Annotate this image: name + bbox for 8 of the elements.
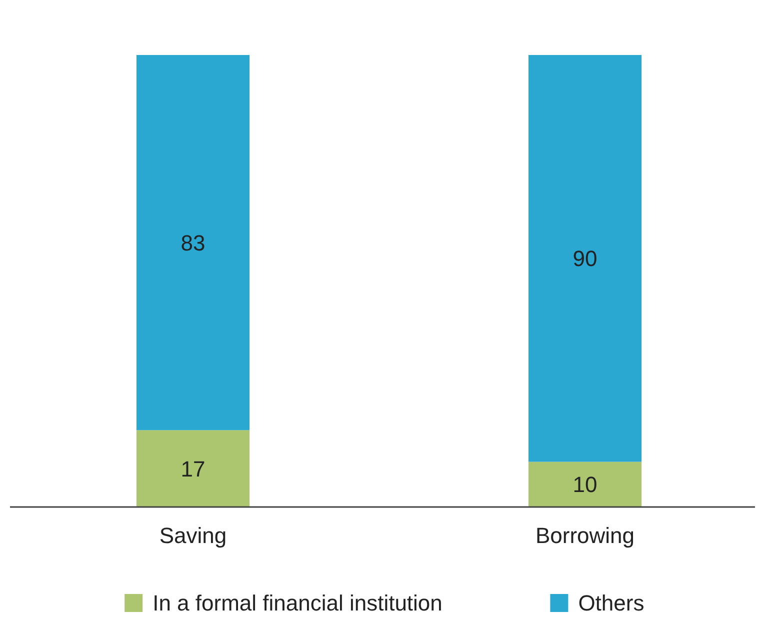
data-label: 83 [180,230,206,256]
data-label: 90 [572,246,598,272]
data-label: 17 [180,456,206,482]
x-tick-label: Borrowing [535,523,635,548]
x-tick-label: Saving [159,523,227,548]
legend-label: In a formal financial institution [152,590,442,616]
data-label: 10 [572,472,598,498]
legend-label: Others [578,590,644,616]
